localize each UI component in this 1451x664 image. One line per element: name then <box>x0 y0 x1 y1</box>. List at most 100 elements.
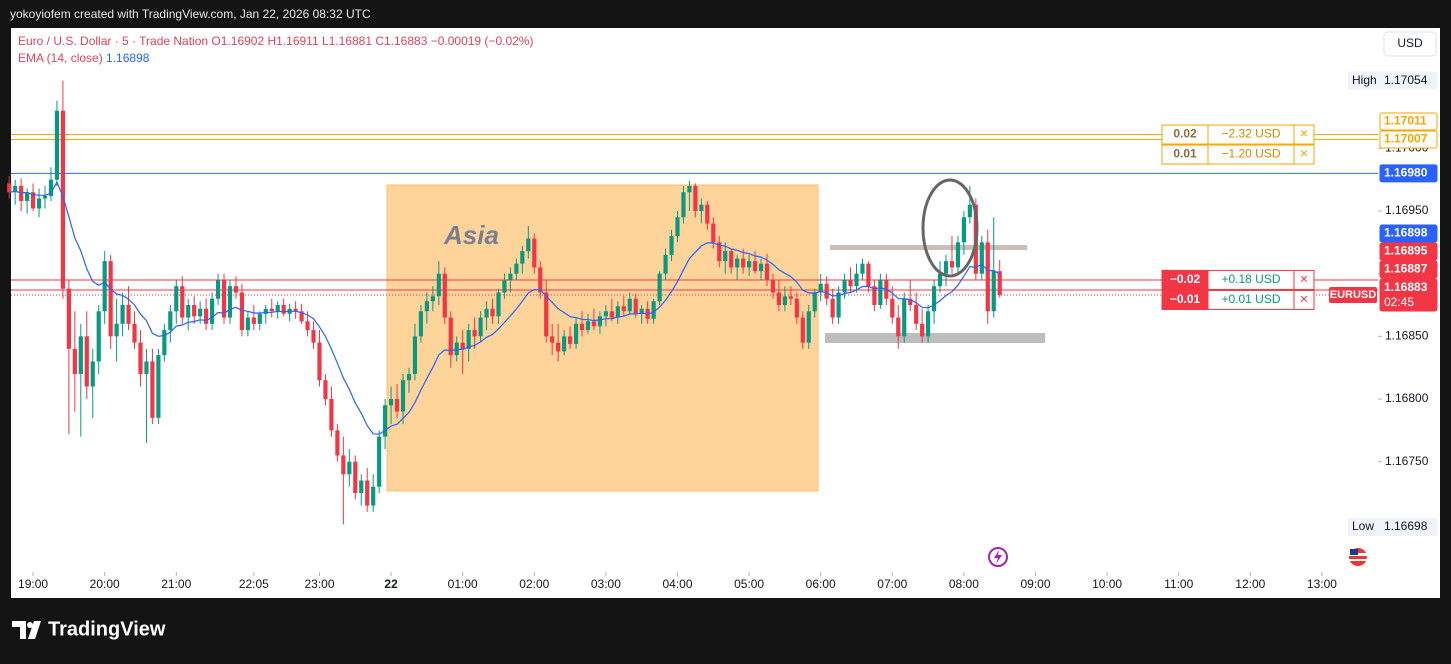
candle-body <box>890 298 895 318</box>
candle-body <box>735 258 740 268</box>
candle-body <box>615 306 620 318</box>
price-tag-label: 1.16883 <box>1384 280 1428 294</box>
candle-body <box>239 292 245 331</box>
position-close[interactable]: × <box>1300 125 1308 141</box>
candle-body <box>371 486 376 506</box>
candle-body <box>985 242 990 312</box>
header: yokoyiofem created with TradingView.com,… <box>10 7 371 21</box>
position-close[interactable]: × <box>1300 291 1308 307</box>
candle-body <box>150 361 155 418</box>
symbol-tag-label: EURUSD <box>1330 289 1377 301</box>
candle-body <box>430 296 435 302</box>
candle-body <box>120 305 125 324</box>
candle-body <box>484 308 489 318</box>
candle-body <box>687 185 692 193</box>
legend-ohlc: O1.16902 H1.16911 L1.16881 C1.16883 −0.0… <box>211 34 533 48</box>
candle-body <box>341 455 346 475</box>
candle-body <box>7 183 12 193</box>
candle-body <box>353 461 358 494</box>
candle-body <box>30 192 36 209</box>
position-qty: 0.02 <box>1173 127 1197 141</box>
candle-body <box>920 323 925 337</box>
candle-body <box>573 323 579 344</box>
candle-body <box>502 279 507 293</box>
indicator-legend: EMA (14, close) 1.16898 <box>18 51 150 65</box>
candle-body <box>156 355 161 418</box>
candle-body <box>836 292 841 318</box>
symbol-tag <box>1329 286 1377 303</box>
asia-label: Asia <box>443 220 499 250</box>
price-tag <box>1379 224 1438 243</box>
y-tick-label: 1.16850 <box>1385 329 1429 343</box>
indicator-label: EMA (14, close) <box>18 51 103 65</box>
candle-body <box>878 279 883 306</box>
candle-body <box>138 342 143 374</box>
candle-body <box>902 298 907 337</box>
candle-body <box>84 336 89 387</box>
candle-body <box>544 292 549 337</box>
y-tick-label: 1.16750 <box>1385 454 1429 468</box>
candle-body <box>860 263 865 274</box>
candle-body <box>824 283 829 299</box>
price-tag <box>1379 130 1438 149</box>
candle-body <box>418 311 424 337</box>
candle-body <box>830 298 835 318</box>
candle-body <box>454 342 459 356</box>
candle-body <box>400 380 406 412</box>
candle-body <box>782 296 787 306</box>
footer-logo: TradingView <box>48 618 166 640</box>
plot-area: 1.167501.168001.168501.169001.169501.170… <box>7 78 1429 591</box>
ema-line <box>9 180 1000 435</box>
highlight-ellipse[interactable] <box>921 178 979 278</box>
candle-body <box>955 242 961 268</box>
x-tick-label: 04:00 <box>662 577 692 591</box>
logo-mark <box>12 621 41 639</box>
x-tick-label: 20:00 <box>90 577 120 591</box>
candle-body <box>705 204 710 224</box>
asia-box[interactable] <box>386 184 819 492</box>
candle-body <box>854 273 859 287</box>
candle-body <box>657 273 662 302</box>
candle-body <box>747 261 752 268</box>
candle-body <box>711 223 716 243</box>
candle-body <box>663 254 668 274</box>
candle-body <box>818 283 823 293</box>
candle-body <box>675 217 680 237</box>
candle-body <box>36 198 42 209</box>
candle-body <box>979 242 984 274</box>
candle-body <box>311 330 316 343</box>
candle-body <box>215 279 221 299</box>
range-bottom[interactable] <box>825 333 1045 343</box>
position-close[interactable]: × <box>1300 271 1308 287</box>
candle-body <box>478 317 483 337</box>
candle-body <box>568 336 573 344</box>
candle-body <box>931 286 937 312</box>
candle-body <box>460 342 465 349</box>
candle-body <box>681 192 686 218</box>
currency-button[interactable] <box>1383 31 1437 57</box>
candle-body <box>908 298 913 306</box>
candle-body <box>896 317 901 337</box>
candle-body <box>132 323 137 343</box>
candle-body <box>914 305 919 324</box>
candle-body <box>42 195 48 199</box>
candle-body <box>329 399 334 431</box>
position-qty: 0.01 <box>1173 147 1197 161</box>
candle-body <box>579 323 585 331</box>
flag-canton <box>1350 549 1358 555</box>
range-top[interactable] <box>830 245 1027 250</box>
candle-body <box>991 271 996 312</box>
candle-body <box>377 436 382 487</box>
candle-body <box>19 185 24 201</box>
position-close[interactable]: × <box>1300 145 1308 161</box>
candle-body <box>741 258 746 268</box>
candle-body <box>365 480 370 506</box>
candle-body <box>209 298 215 324</box>
candle-body <box>114 323 119 337</box>
candle-body <box>961 217 966 243</box>
extreme-label: High <box>1352 73 1377 87</box>
position-pnl: −2.32 USD <box>1221 127 1280 141</box>
candle-body <box>54 110 60 180</box>
candle-body <box>508 273 513 280</box>
